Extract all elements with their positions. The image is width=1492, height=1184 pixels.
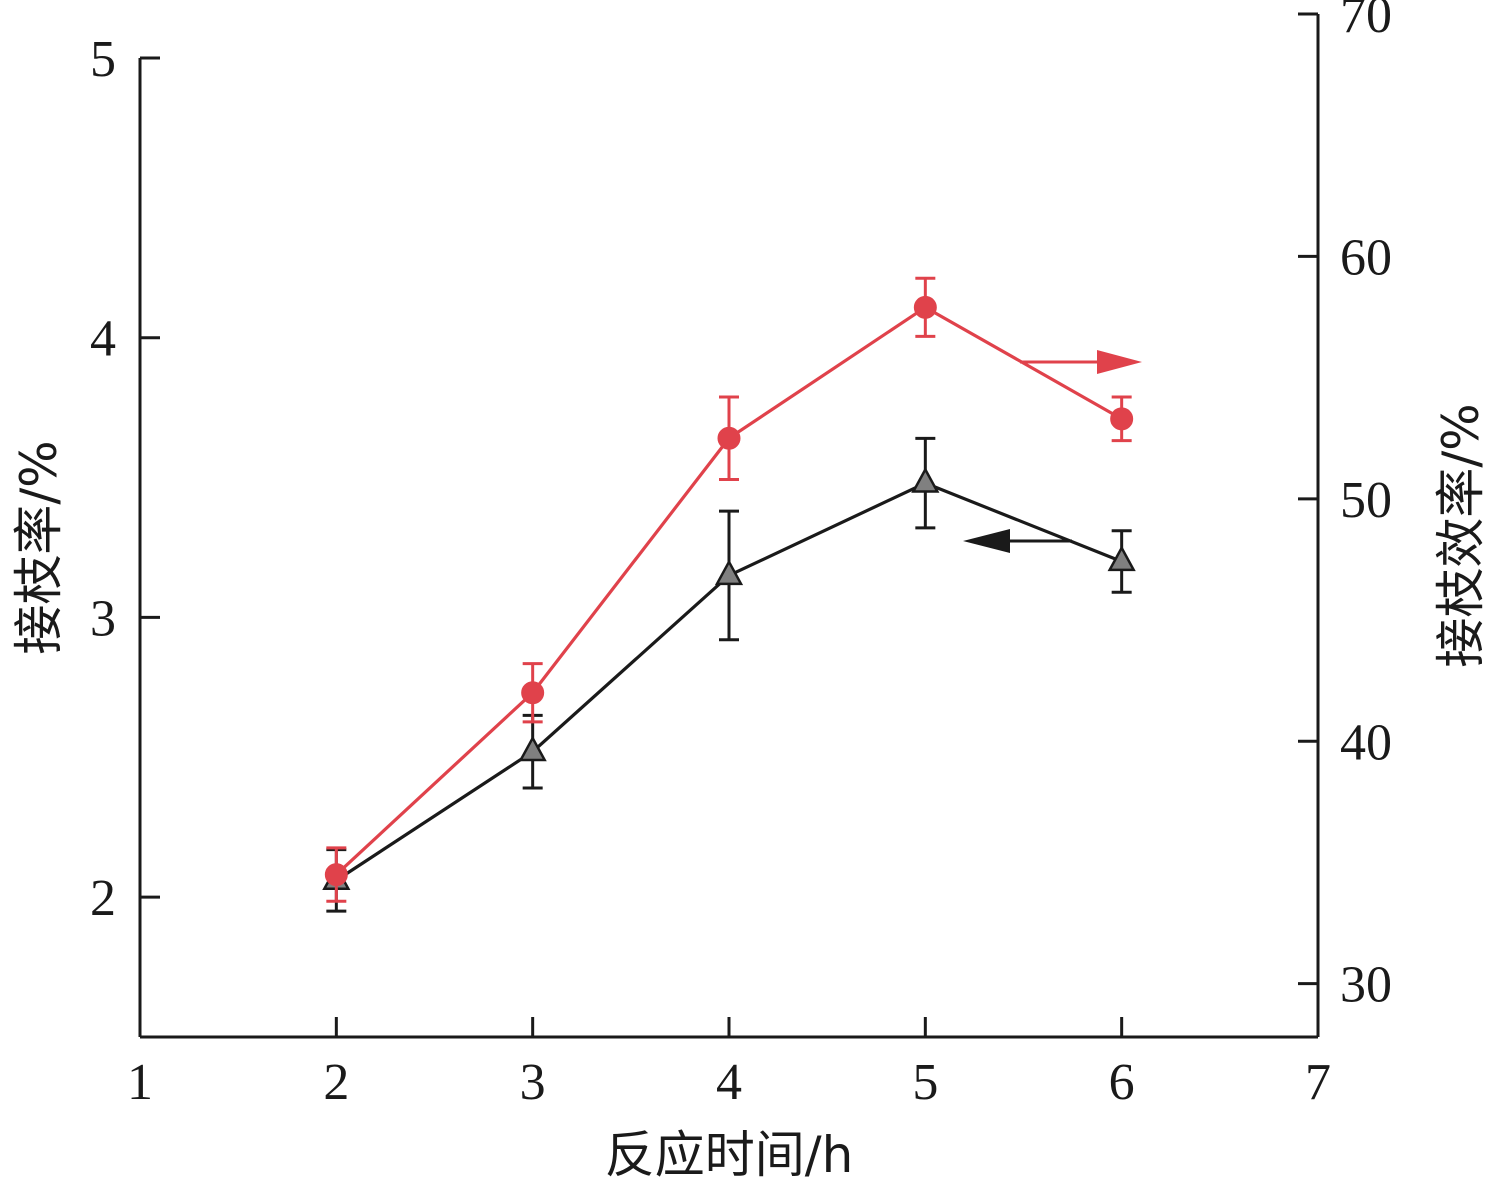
data-point	[911, 466, 940, 493]
y-right-tick-label: 70	[1340, 0, 1392, 44]
y-right-tick-label: 30	[1340, 957, 1392, 1014]
x-tick-label: 4	[716, 1054, 742, 1111]
data-point	[521, 681, 545, 705]
y-left-tick-label: 4	[90, 311, 116, 368]
data-point	[518, 735, 547, 762]
data-point	[1107, 545, 1136, 572]
x-tick-label: 3	[520, 1054, 546, 1111]
y-left-tick-label: 5	[90, 31, 116, 88]
x-tick-label: 7	[1305, 1054, 1331, 1111]
left-axis-indicator-arrow	[963, 529, 1072, 553]
data-point	[1110, 407, 1134, 431]
series-1	[324, 276, 1134, 903]
x-tick-label: 6	[1109, 1054, 1135, 1111]
data-point	[324, 863, 348, 887]
series-0	[322, 436, 1136, 913]
series	[322, 276, 1142, 913]
y-left-tick-label: 3	[90, 590, 116, 647]
y-axis-left-title: 接枝率/%	[10, 440, 68, 654]
arrow-head	[1097, 350, 1142, 374]
data-point	[717, 426, 741, 450]
y-right-tick-label: 50	[1340, 472, 1392, 529]
y-left-tick-label: 2	[90, 870, 116, 927]
ticks: 1 2 3 4 5 6 7 2 3 4 5 30 40 50 60 70	[90, 0, 1392, 1111]
data-point	[714, 559, 744, 586]
y-right-tick-label: 40	[1340, 714, 1392, 771]
y-right-tick-label: 60	[1340, 229, 1392, 286]
x-axis-title: 反应时间/h	[605, 1126, 854, 1184]
x-tick-label: 2	[323, 1054, 349, 1111]
arrow-head	[963, 529, 1010, 553]
y-axis-right-title: 接枝效率/%	[1432, 403, 1490, 667]
right-axis-indicator-arrow	[1020, 350, 1142, 374]
x-tick-label: 5	[912, 1054, 938, 1111]
x-tick-label: 1	[127, 1054, 153, 1111]
data-point	[913, 295, 937, 319]
